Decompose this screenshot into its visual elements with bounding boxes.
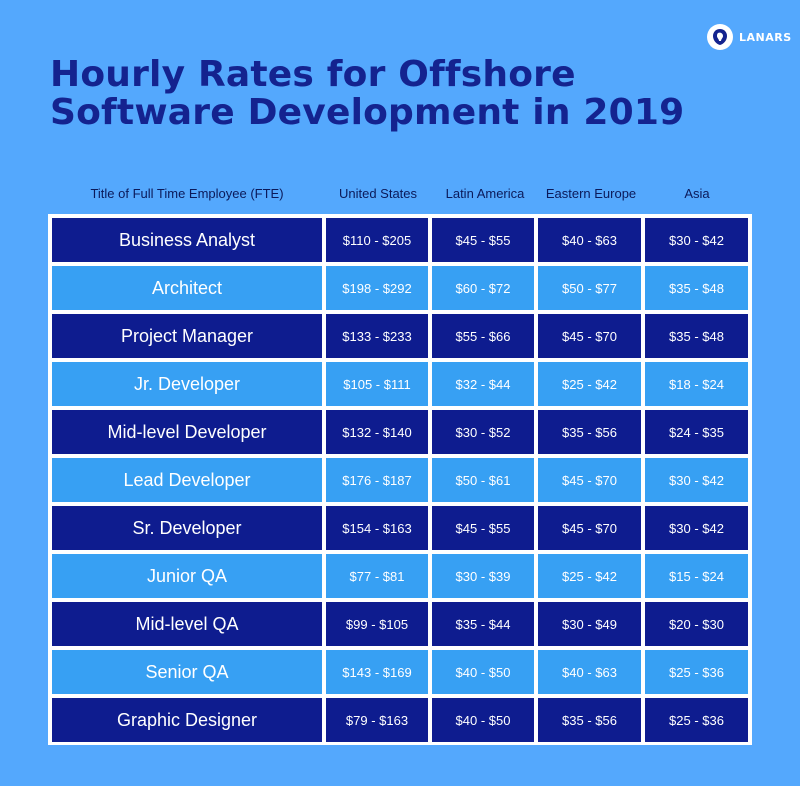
table-cell: $45 - $70 <box>538 458 641 502</box>
table-cell: $25 - $42 <box>538 554 641 598</box>
table-cell: $18 - $24 <box>645 362 748 406</box>
table-cell: $110 - $205 <box>326 218 428 262</box>
column-header: Latin America <box>445 186 525 201</box>
table-cell: $50 - $77 <box>538 266 641 310</box>
title-line-1: Hourly Rates for Offshore <box>50 54 576 95</box>
table-cell: $40 - $63 <box>538 218 641 262</box>
title-line-2: Software Development in 2019 <box>50 92 685 133</box>
table-row-label: Junior QA <box>52 554 322 598</box>
table-cell: $40 - $63 <box>538 650 641 694</box>
lion-head-icon <box>707 24 733 50</box>
table-cell: $40 - $50 <box>432 698 534 742</box>
table-cell: $32 - $44 <box>432 362 534 406</box>
column-header: Title of Full Time Employee (FTE) <box>90 186 284 201</box>
table-row-label: Architect <box>52 266 322 310</box>
rates-table: Business Analyst $110 - $205 $45 - $55 $40 … <box>48 214 752 745</box>
table-cell: $25 - $36 <box>645 650 748 694</box>
table-cell: $24 - $35 <box>645 410 748 454</box>
page-title: Hourly Rates for Offshore Software Devel… <box>50 56 684 132</box>
column-header: Eastern Europe <box>545 186 637 201</box>
table-cell: $35 - $48 <box>645 266 748 310</box>
table-cell: $45 - $70 <box>538 314 641 358</box>
table-cell: $30 - $42 <box>645 458 748 502</box>
table-row-label: Business Analyst <box>52 218 322 262</box>
column-header: Asia <box>684 186 710 201</box>
table-cell: $45 - $55 <box>432 218 534 262</box>
table-cell: $35 - $48 <box>645 314 748 358</box>
table-row-label: Jr. Developer <box>52 362 322 406</box>
table-cell: $40 - $50 <box>432 650 534 694</box>
table-cell: $35 - $44 <box>432 602 534 646</box>
table-cell: $45 - $55 <box>432 506 534 550</box>
table-cell: $60 - $72 <box>432 266 534 310</box>
table-row-label: Project Manager <box>52 314 322 358</box>
table-cell: $105 - $111 <box>326 362 428 406</box>
table-cell: $133 - $233 <box>326 314 428 358</box>
table-cell: $77 - $81 <box>326 554 428 598</box>
table-cell: $50 - $61 <box>432 458 534 502</box>
table-cell: $45 - $70 <box>538 506 641 550</box>
table-row-label: Lead Developer <box>52 458 322 502</box>
table-cell: $99 - $105 <box>326 602 428 646</box>
table-cell: $30 - $49 <box>538 602 641 646</box>
table-cell: $35 - $56 <box>538 698 641 742</box>
table-row-label: Mid-level Developer <box>52 410 322 454</box>
table-row-label: Sr. Developer <box>52 506 322 550</box>
table-cell: $35 - $56 <box>538 410 641 454</box>
table-cell: $55 - $66 <box>432 314 534 358</box>
table-cell: $30 - $42 <box>645 218 748 262</box>
table-cell: $143 - $169 <box>326 650 428 694</box>
brand-name: LANARS <box>739 30 792 44</box>
table-cell: $30 - $52 <box>432 410 534 454</box>
table-cell: $20 - $30 <box>645 602 748 646</box>
table-row-label: Graphic Designer <box>52 698 322 742</box>
table-cell: $176 - $187 <box>326 458 428 502</box>
table-cell: $154 - $163 <box>326 506 428 550</box>
table-cell: $30 - $39 <box>432 554 534 598</box>
table-cell: $79 - $163 <box>326 698 428 742</box>
table-cell: $25 - $36 <box>645 698 748 742</box>
table-cell: $15 - $24 <box>645 554 748 598</box>
column-header: United States <box>338 186 418 201</box>
brand-logo: LANARS <box>707 22 792 52</box>
table-cell: $132 - $140 <box>326 410 428 454</box>
table-row-label: Mid-level QA <box>52 602 322 646</box>
table-cell: $25 - $42 <box>538 362 641 406</box>
table-row-label: Senior QA <box>52 650 322 694</box>
table-cell: $30 - $42 <box>645 506 748 550</box>
table-cell: $198 - $292 <box>326 266 428 310</box>
